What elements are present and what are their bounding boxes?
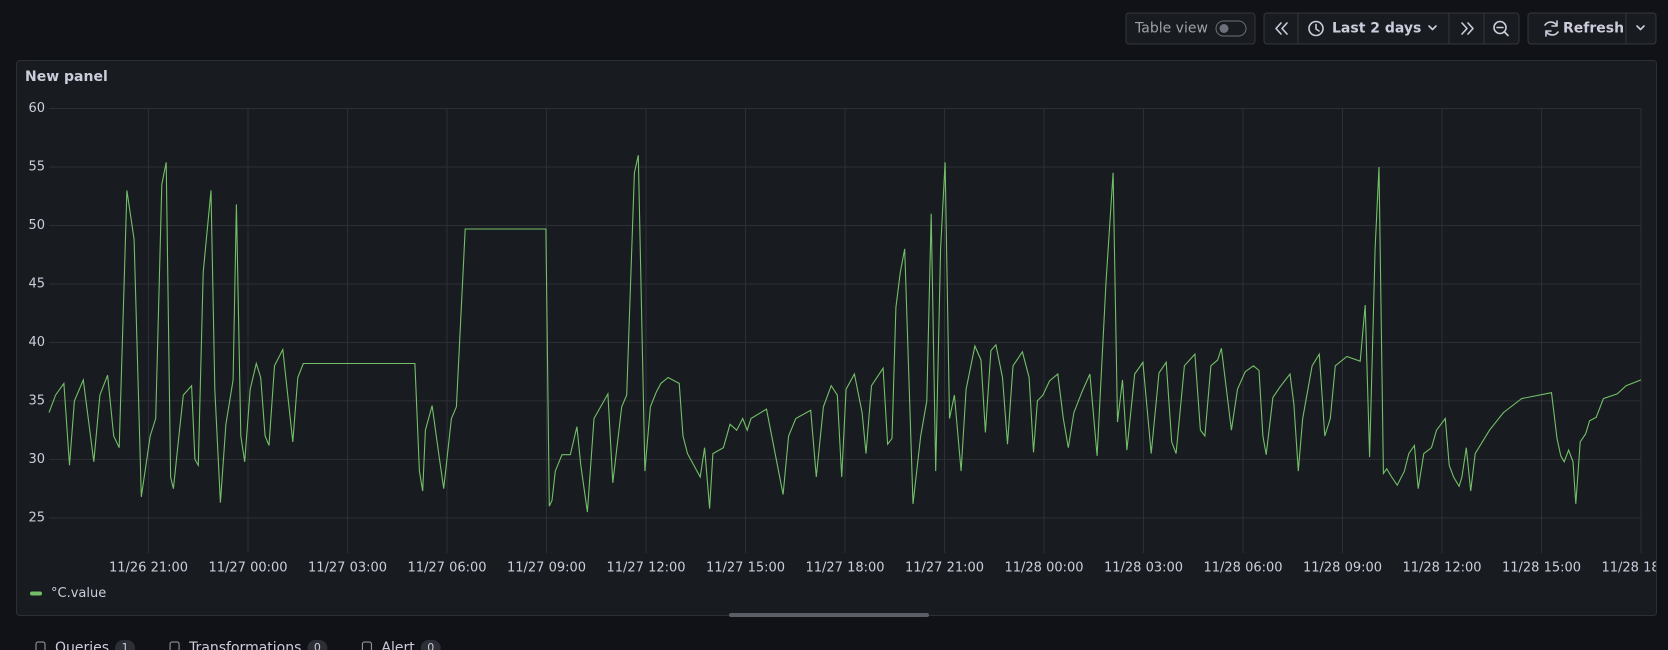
refresh-button[interactable]: Refresh — [1544, 20, 1624, 37]
tab-label[interactable]: Transformations — [188, 640, 301, 650]
shift-forward-button[interactable] — [1461, 22, 1474, 35]
tab-label[interactable]: Queries — [55, 640, 109, 650]
x-tick-label: 11/27 12:00 — [606, 561, 685, 576]
x-tick-label: 11/27 00:00 — [208, 561, 287, 576]
refresh-label: Refresh — [1563, 21, 1624, 37]
y-tick-label: 55 — [28, 159, 45, 174]
x-tick-label: 11/28 06:00 — [1203, 561, 1282, 576]
y-tick-label: 60 — [28, 101, 45, 116]
tab-count: 0 — [314, 641, 321, 650]
x-tick-label: 11/27 09:00 — [507, 561, 586, 576]
switch — [1215, 20, 1247, 37]
refresh-interval-button[interactable] — [1636, 25, 1645, 31]
panel — [16, 60, 1657, 616]
table-view-toggle[interactable]: Table view — [1125, 12, 1256, 45]
tab-icon — [35, 641, 46, 650]
tab-icon — [361, 641, 372, 650]
plot: 25 30 35 40 45 50 55 60 11/26 21:00 11/27 00:00 11… — [28, 101, 1668, 601]
x-tick-label: 11/26 21:00 — [109, 561, 188, 576]
series-line — [48, 155, 1642, 513]
refresh-group — [1527, 12, 1657, 45]
refresh-icon — [1544, 20, 1559, 37]
shift-back-button[interactable] — [1275, 22, 1288, 35]
zoom-icon-lines — [1496, 26, 1509, 37]
zoom-icon — [1493, 20, 1507, 35]
x-tick-label: 11/27 03:00 — [308, 561, 387, 576]
panel-title: New panel — [25, 69, 108, 85]
tab-label[interactable]: Alert — [381, 640, 415, 650]
x-tick-label: 11/28 18:00 — [1601, 561, 1668, 576]
y-tick-label: 30 — [28, 452, 45, 467]
y-tick-label: 50 — [28, 218, 45, 233]
x-tick-label: 11/28 09:00 — [1303, 561, 1382, 576]
x-tick-label: 11/28 12:00 — [1402, 561, 1481, 576]
caret — [1428, 25, 1437, 31]
switch-knob — [1219, 24, 1229, 33]
tab-badge — [307, 640, 328, 650]
y-tick-label: 45 — [28, 276, 45, 291]
x-tick-label: 11/27 06:00 — [407, 561, 486, 576]
tab-badge — [420, 640, 441, 650]
x-tick-label: 11/28 15:00 — [1502, 561, 1581, 576]
y-tick-label: 25 — [28, 510, 45, 525]
panel-resize-handle[interactable] — [729, 613, 929, 617]
tab-icon — [169, 641, 180, 650]
legend-label[interactable]: °C.value — [51, 586, 106, 601]
x-tick-label: 11/27 21:00 — [905, 561, 984, 576]
tab-badge — [115, 640, 136, 650]
tabs: Queries 1 Transformations 0 Alert 0 — [35, 640, 441, 650]
clock-icon — [1308, 20, 1324, 37]
x-tick-label: 11/28 03:00 — [1104, 561, 1183, 576]
tab-count: 1 — [122, 641, 129, 650]
tab-count: 0 — [427, 641, 434, 650]
clock-hands — [1315, 23, 1320, 32]
legend-swatch — [30, 591, 42, 596]
label: Table view — [1134, 21, 1208, 37]
zoom-out-button[interactable] — [1493, 20, 1509, 37]
x-tick-label: 11/27 15:00 — [706, 561, 785, 576]
x-tick-label: 11/27 18:00 — [805, 561, 884, 576]
time-range-button[interactable]: Last 2 days — [1308, 20, 1437, 37]
time-range: Last 2 days — [1332, 21, 1421, 37]
time-picker-group — [1263, 12, 1520, 45]
x-tick-label: 11/28 00:00 — [1004, 561, 1083, 576]
y-tick-label: 40 — [28, 335, 45, 350]
y-tick-label: 35 — [28, 393, 45, 408]
